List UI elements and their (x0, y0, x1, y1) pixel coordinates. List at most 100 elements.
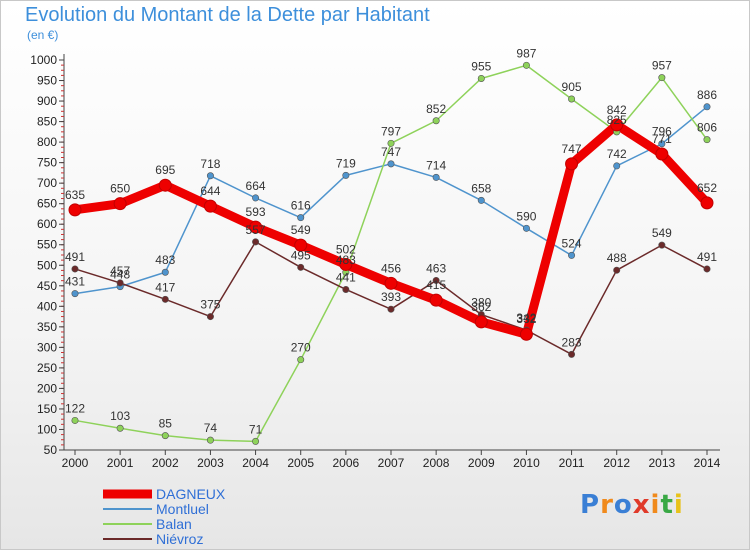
data-point (477, 74, 485, 82)
data-point (522, 224, 530, 232)
data-label: 448 (110, 268, 130, 282)
data-label: 797 (381, 124, 401, 138)
data-label: 650 (110, 182, 130, 196)
data-point (655, 147, 669, 161)
data-point (703, 103, 711, 111)
x-tick-label: 2014 (694, 456, 721, 470)
x-tick-label: 2010 (513, 456, 540, 470)
chart-data-points (68, 61, 714, 445)
data-label: 441 (336, 270, 356, 284)
data-label: 658 (471, 181, 491, 195)
data-point (658, 241, 666, 249)
data-point (252, 437, 260, 445)
y-tick-label: 650 (37, 197, 57, 211)
data-point (568, 251, 576, 259)
data-label: 747 (381, 145, 401, 159)
y-tick-label: 50 (44, 443, 58, 457)
data-label: 342 (516, 311, 536, 325)
data-label: 905 (562, 80, 582, 94)
y-tick-label: 100 (37, 422, 57, 436)
data-label: 488 (607, 251, 627, 265)
data-label: 557 (246, 223, 266, 237)
logo-letter: t (660, 490, 674, 520)
data-label: 825 (607, 113, 627, 127)
data-point (613, 162, 621, 170)
data-label: 718 (200, 157, 220, 171)
data-label: 796 (652, 125, 672, 139)
data-point (339, 257, 353, 271)
data-point (384, 276, 398, 290)
data-label: 524 (562, 236, 582, 250)
legend-label: Montluel (156, 501, 209, 517)
data-label: 495 (291, 248, 311, 262)
data-point (252, 194, 260, 202)
x-tick-label: 2002 (152, 456, 179, 470)
data-label: 616 (291, 199, 311, 213)
data-label: 714 (426, 158, 446, 172)
data-point (568, 350, 576, 358)
data-label: 362 (471, 300, 491, 314)
data-point (161, 268, 169, 276)
data-point (568, 95, 576, 103)
y-tick-label: 150 (37, 402, 57, 416)
data-label: 457 (110, 264, 130, 278)
data-label: 957 (652, 59, 672, 73)
chart-unit-label: (en €) (27, 28, 59, 42)
x-tick-label: 2001 (107, 456, 134, 470)
data-point (387, 160, 395, 168)
data-label: 549 (291, 223, 311, 237)
data-point (387, 139, 395, 147)
data-label: 283 (562, 335, 582, 349)
data-point (206, 313, 214, 321)
data-label: 122 (65, 401, 85, 415)
data-point (703, 136, 711, 144)
y-tick-label: 350 (37, 320, 57, 334)
data-point (206, 172, 214, 180)
data-point (432, 117, 440, 125)
data-label: 652 (697, 181, 717, 195)
data-point (206, 436, 214, 444)
data-label: 886 (697, 88, 717, 102)
y-tick-label: 700 (37, 176, 57, 190)
y-tick-label: 750 (37, 156, 57, 170)
chart-data-labels: 431 4484837186646167197477146585905247427… (65, 46, 717, 436)
x-tick-label: 2008 (423, 456, 450, 470)
data-label: 463 (426, 261, 446, 275)
y-tick-label: 500 (37, 258, 57, 272)
legend-label: Niévroz (156, 531, 203, 547)
legend-label: Balan (156, 516, 192, 532)
data-point (113, 197, 127, 211)
x-tick-label: 2011 (559, 456, 585, 470)
data-point (432, 276, 440, 284)
y-tick-label: 200 (37, 381, 57, 395)
data-label: 771 (652, 132, 672, 146)
y-tick-label: 900 (37, 94, 57, 108)
data-point (116, 424, 124, 432)
data-point (71, 416, 79, 424)
data-point (161, 295, 169, 303)
data-label: 415 (426, 278, 446, 292)
data-label: 695 (155, 163, 175, 177)
data-label: 375 (200, 298, 220, 312)
data-label: 747 (562, 142, 582, 156)
x-tick-label: 2013 (649, 456, 676, 470)
data-label: 483 (336, 253, 356, 267)
data-point (68, 203, 82, 217)
data-label: 635 (65, 188, 85, 202)
data-point (700, 196, 714, 210)
data-label: 380 (471, 296, 491, 310)
y-tick-label: 250 (37, 361, 57, 375)
data-label: 393 (381, 290, 401, 304)
chart-title: Evolution du Montant de la Dette par Hab… (25, 4, 430, 26)
data-point (294, 238, 308, 252)
data-label: 549 (652, 226, 672, 240)
logo-letter: P (580, 490, 601, 520)
data-point (116, 279, 124, 287)
data-point (610, 118, 624, 132)
y-tick-label: 950 (37, 74, 57, 88)
logo-letter: i (673, 490, 684, 520)
data-label: 417 (155, 280, 175, 294)
data-label: 742 (607, 147, 627, 161)
data-label: 71 (249, 422, 263, 436)
